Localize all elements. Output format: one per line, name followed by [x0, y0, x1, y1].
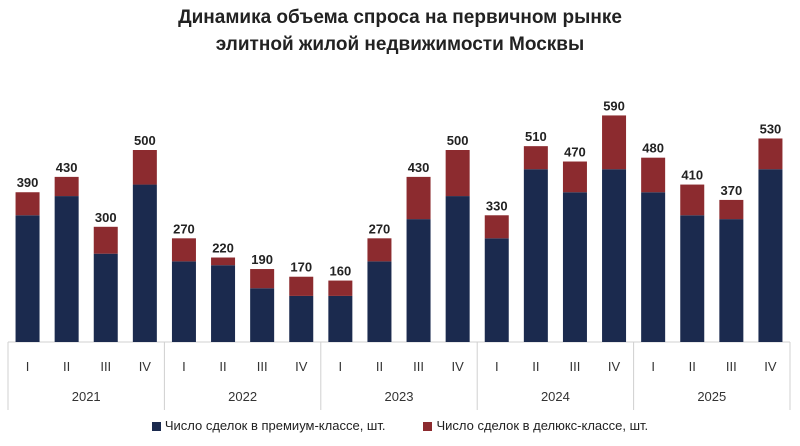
- chart-title: Динамика объема спроса на первичном рынк…: [0, 4, 800, 58]
- legend-swatch-deluxe: [423, 422, 433, 431]
- legend-swatch-premium: [151, 422, 161, 431]
- bar-deluxe: [523, 146, 548, 170]
- quarter-tick-label: I: [26, 359, 30, 374]
- bar-deluxe: [406, 176, 431, 220]
- quarter-tick-label: IV: [764, 359, 777, 374]
- total-label: 500: [134, 133, 156, 148]
- year-tick-label: 2022: [228, 389, 257, 404]
- bar-deluxe: [758, 138, 783, 170]
- quarter-tick-label: I: [495, 359, 499, 374]
- bar-deluxe: [602, 115, 627, 170]
- quarter-tick-label: III: [726, 359, 737, 374]
- total-label: 300: [95, 210, 117, 225]
- total-label: 170: [290, 260, 312, 275]
- year-tick-label: 2024: [541, 389, 570, 404]
- bar-premium: [562, 192, 587, 342]
- total-label: 410: [681, 168, 703, 183]
- bar-deluxe: [641, 157, 666, 193]
- bar-premium: [445, 196, 470, 342]
- quarter-tick-label: I: [339, 359, 343, 374]
- bar-premium: [484, 238, 509, 342]
- legend-item-deluxe: Число сделок в делюкс-классе, шт.: [423, 418, 648, 433]
- quarter-tick-label: II: [219, 359, 226, 374]
- total-label: 590: [603, 98, 625, 113]
- year-tick-label: 2025: [697, 389, 726, 404]
- bar-deluxe: [54, 176, 79, 197]
- year-tick-label: 2023: [385, 389, 414, 404]
- legend: Число сделок в премиум-классе, шт. Число…: [0, 418, 800, 433]
- bar-premium: [719, 219, 744, 342]
- total-label: 430: [408, 160, 430, 175]
- bar-premium: [171, 261, 196, 342]
- quarter-tick-label: I: [182, 359, 186, 374]
- bar-premium: [289, 295, 314, 342]
- total-label: 330: [486, 198, 508, 213]
- total-label: 430: [56, 160, 78, 175]
- total-label: 270: [173, 221, 195, 236]
- title-line-2: элитной жилой недвижимости Москвы: [215, 34, 585, 55]
- total-label: 390: [17, 175, 39, 190]
- quarter-tick-label: II: [376, 359, 383, 374]
- bar-premium: [758, 169, 783, 342]
- total-label: 470: [564, 145, 586, 160]
- bar-premium: [54, 196, 79, 342]
- quarter-tick-label: IV: [452, 359, 465, 374]
- quarter-tick-label: III: [257, 359, 268, 374]
- bar-premium: [250, 288, 275, 342]
- title-line-1: Динамика объема спроса на первичном рынк…: [178, 7, 622, 28]
- quarter-tick-label: II: [63, 359, 70, 374]
- quarter-tick-label: III: [570, 359, 581, 374]
- bar-premium: [680, 215, 705, 342]
- bar-deluxe: [171, 238, 196, 262]
- bar-deluxe: [484, 215, 509, 239]
- total-label: 500: [447, 133, 469, 148]
- legend-label-deluxe: Число сделок в делюкс-классе, шт.: [436, 418, 649, 433]
- quarter-tick-label: IV: [608, 359, 621, 374]
- legend-label-premium: Число сделок в премиум-классе, шт.: [164, 418, 386, 433]
- bar-premium: [641, 192, 666, 342]
- quarter-tick-label: III: [100, 359, 111, 374]
- quarter-tick-label: III: [413, 359, 424, 374]
- bar-premium: [328, 295, 353, 342]
- bar-premium: [211, 265, 236, 342]
- bar-deluxe: [367, 238, 392, 262]
- bar-premium: [15, 215, 40, 342]
- bar-deluxe: [132, 150, 157, 185]
- bar-premium: [523, 169, 548, 342]
- bar-deluxe: [93, 226, 118, 254]
- total-label: 370: [720, 183, 742, 198]
- bar-deluxe: [15, 192, 40, 216]
- bar-deluxe: [445, 150, 470, 197]
- total-label: 270: [369, 221, 391, 236]
- quarter-tick-label: IV: [295, 359, 308, 374]
- quarter-tick-label: I: [651, 359, 655, 374]
- bar-deluxe: [562, 161, 587, 193]
- quarter-tick-label: IV: [139, 359, 152, 374]
- bar-deluxe: [680, 184, 705, 216]
- quarter-tick-label: II: [689, 359, 696, 374]
- total-label: 530: [760, 121, 782, 136]
- bar-deluxe: [250, 269, 275, 289]
- bar-deluxe: [289, 276, 314, 296]
- bar-deluxe: [719, 199, 744, 220]
- quarter-tick-label: II: [532, 359, 539, 374]
- total-label: 480: [642, 141, 664, 156]
- bar-deluxe: [211, 257, 236, 266]
- total-label: 160: [329, 264, 351, 279]
- bar-deluxe: [328, 280, 353, 296]
- total-label: 510: [525, 129, 547, 144]
- bar-premium: [132, 184, 157, 342]
- bar-premium: [602, 169, 627, 342]
- bar-premium: [367, 261, 392, 342]
- legend-item-premium: Число сделок в премиум-классе, шт.: [151, 418, 386, 433]
- bar-premium: [93, 253, 118, 342]
- bar-premium: [406, 219, 431, 342]
- total-label: 220: [212, 241, 234, 256]
- year-tick-label: 2021: [72, 389, 101, 404]
- total-label: 190: [251, 252, 273, 267]
